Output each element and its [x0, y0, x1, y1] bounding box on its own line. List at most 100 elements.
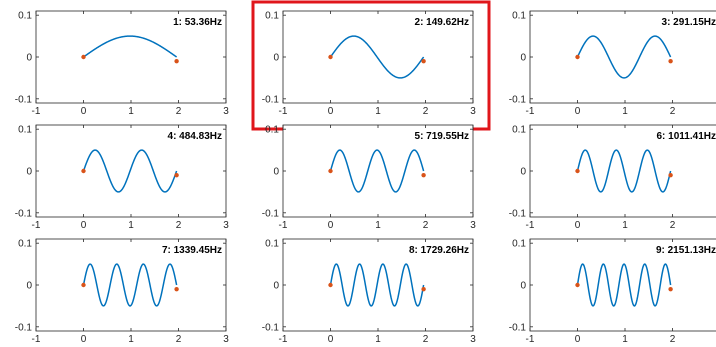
x-tick-label: 2 — [670, 334, 676, 345]
x-tick-label: 0 — [575, 334, 581, 345]
y-tick-label: 0.1 — [512, 125, 526, 136]
panel-title: 8: 1729.26Hz — [409, 245, 469, 256]
x-tick-label: 1 — [622, 334, 628, 345]
x-tick-label: -1 — [32, 334, 41, 345]
endpoint-marker — [174, 172, 179, 178]
mode-shape-line — [576, 149, 672, 193]
panel-title: 1: 53.36Hz — [173, 17, 222, 28]
x-tick-label: 0 — [328, 106, 334, 117]
y-tick-label: 0.1 — [265, 239, 279, 250]
endpoint-marker — [328, 282, 333, 288]
endpoint-marker — [421, 286, 426, 292]
x-tick-label: 0 — [81, 220, 87, 231]
axes-frame — [529, 124, 716, 218]
panel-title: 7: 1339.45Hz — [162, 245, 222, 256]
y-tick-label: 0 — [520, 167, 526, 178]
axes-frame — [35, 238, 227, 332]
x-tick-label: 1 — [128, 106, 134, 117]
x-tick-label: 3 — [223, 334, 229, 345]
y-tick-label: 0.1 — [18, 239, 32, 250]
y-tick-label: 0.1 — [512, 11, 526, 22]
x-tick-label: -1 — [32, 220, 41, 231]
y-tick-label: 0 — [273, 281, 279, 292]
y-tick-label: 0 — [520, 53, 526, 64]
mode-shape-line — [329, 263, 425, 307]
y-tick-label: 0 — [273, 167, 279, 178]
x-tick-label: 1 — [375, 334, 381, 345]
y-tick-label: 0 — [26, 167, 32, 178]
y-tick-label: -0.1 — [262, 94, 280, 105]
mode-shape-line — [329, 149, 425, 193]
y-tick-label: -0.1 — [15, 322, 33, 333]
y-tick-label: -0.1 — [509, 208, 527, 219]
x-tick-label: -1 — [526, 106, 535, 117]
axes-frame — [282, 124, 474, 218]
mode-panel-7: -1 0 1 2 3 0.1 0 -0.1 7: 1339.45Hz — [15, 238, 229, 345]
panel-title: 3: 291.15Hz — [662, 17, 716, 28]
endpoint-marker — [668, 286, 673, 292]
x-tick-label: -1 — [279, 334, 288, 345]
endpoint-marker — [575, 54, 580, 60]
x-tick-label: 1 — [375, 220, 381, 231]
x-tick-label: 3 — [470, 334, 476, 345]
x-tick-label: 0 — [328, 334, 334, 345]
x-tick-label: 2 — [670, 106, 676, 117]
x-tick-label: 2 — [176, 220, 182, 231]
x-tick-label: 0 — [328, 220, 334, 231]
x-tick-label: 0 — [575, 106, 581, 117]
endpoint-marker — [668, 58, 673, 64]
x-tick-label: 2 — [176, 334, 182, 345]
y-tick-label: -0.1 — [15, 94, 33, 105]
x-tick-label: 1 — [128, 334, 134, 345]
y-tick-label: 0 — [273, 53, 279, 64]
axes-frame — [35, 10, 227, 104]
y-tick-label: 0.1 — [265, 125, 279, 136]
endpoint-marker — [668, 172, 673, 178]
y-tick-label: 0.1 — [18, 125, 32, 136]
mode-panel-5: -1 0 1 2 3 0.1 0 -0.1 5: 719.55Hz — [262, 124, 476, 231]
y-tick-label: -0.1 — [509, 322, 527, 333]
mode-panel-1: -1 0 1 2 3 0.1 0 -0.1 1: 53.36Hz — [15, 10, 229, 117]
panel-title: 4: 484.83Hz — [168, 131, 222, 142]
y-tick-label: 0 — [26, 53, 32, 64]
mode-shape-line — [329, 35, 425, 79]
x-tick-label: -1 — [526, 334, 535, 345]
x-tick-label: 3 — [223, 106, 229, 117]
y-tick-label: 0.1 — [512, 239, 526, 250]
x-tick-label: 1 — [375, 106, 381, 117]
y-tick-label: 0.1 — [265, 11, 279, 22]
endpoint-marker — [328, 54, 333, 60]
x-tick-label: 3 — [470, 220, 476, 231]
endpoint-marker — [174, 58, 179, 64]
panel-title: 9: 2151.13Hz — [656, 245, 716, 256]
mode-panel-8: -1 0 1 2 3 0.1 0 -0.1 8: 1729.26Hz — [262, 238, 476, 345]
y-tick-label: -0.1 — [15, 208, 33, 219]
x-tick-label: 2 — [423, 106, 429, 117]
x-tick-label: 1 — [128, 220, 134, 231]
endpoint-marker — [575, 168, 580, 174]
y-tick-label: -0.1 — [262, 322, 280, 333]
y-tick-label: -0.1 — [262, 208, 280, 219]
endpoint-marker — [81, 54, 86, 60]
x-tick-label: 1 — [622, 106, 628, 117]
x-tick-label: 3 — [223, 220, 229, 231]
mode-panel-4: -1 0 1 2 3 0.1 0 -0.1 4: 484.83Hz — [15, 124, 229, 231]
mode-shape-line — [82, 149, 178, 193]
mode-shape-line — [576, 35, 672, 79]
endpoint-marker — [81, 168, 86, 174]
y-tick-label: 0.1 — [18, 11, 32, 22]
x-tick-label: 2 — [176, 106, 182, 117]
axes-frame — [529, 238, 716, 332]
x-tick-label: -1 — [32, 106, 41, 117]
panel-title: 5: 719.55Hz — [415, 131, 469, 142]
endpoint-marker — [421, 58, 426, 64]
mode-shape-line — [82, 263, 178, 307]
x-tick-label: 2 — [670, 220, 676, 231]
mode-shape-line — [576, 263, 672, 307]
axes-frame — [529, 10, 716, 104]
endpoint-marker — [81, 282, 86, 288]
y-tick-label: 0 — [520, 281, 526, 292]
